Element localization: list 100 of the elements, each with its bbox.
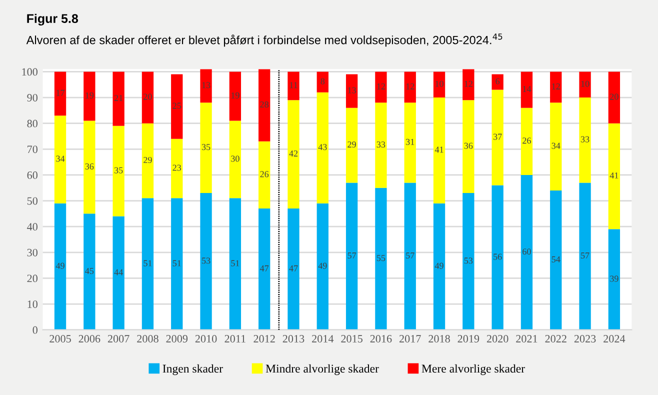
data-label: 36 [85,163,94,170]
bar [316,92,328,204]
y-tick-label: 80 [27,120,38,128]
data-label: 35 [202,144,210,150]
bar [84,214,96,330]
bar [112,126,124,216]
data-label: 33 [376,141,386,148]
x-tick-label: 2007 [108,335,130,343]
bar [171,138,183,198]
data-label: 51 [144,260,152,266]
bar [200,102,212,194]
data-label: 51 [231,260,240,266]
bar [608,72,620,124]
x-tick-label: 2008 [137,335,158,343]
bar [492,74,504,90]
data-label: 34 [56,156,65,162]
data-label: 31 [406,138,414,145]
bar [316,203,328,330]
data-label: 39 [610,276,618,282]
bar [84,72,96,121]
bar [462,100,474,194]
data-label: 47 [260,265,269,272]
bar [229,198,242,330]
y-tick-label: 50 [27,197,38,205]
bar [375,102,387,188]
data-label: 12 [377,83,385,90]
bar [229,120,242,198]
bar [258,69,270,142]
data-label: 17 [56,90,65,96]
data-label: 13 [202,82,210,88]
x-tick-label: 2020 [486,335,508,343]
legend-label: Mere alvorlige skader [422,364,525,376]
bar [142,123,154,198]
data-label: 25 [172,102,182,109]
y-tick-label: 60 [27,171,38,179]
x-tick-label: 2024 [604,335,626,343]
data-label: 19 [231,92,240,98]
bar [346,108,358,183]
data-label: 55 [376,255,386,262]
data-label: 20 [144,94,152,100]
bar [608,123,620,230]
bar [550,102,562,190]
bar [579,98,591,183]
data-label: 49 [434,262,444,269]
x-tick-label: 2023 [574,335,596,343]
bar [288,100,300,209]
bar [229,72,242,121]
data-label: 12 [552,83,560,90]
bar [288,72,300,100]
bar [579,72,591,98]
x-tick-label: 2018 [428,335,450,343]
legend-label: Ingen skader [162,364,223,376]
data-label: 6 [496,78,500,84]
bar [346,74,358,108]
bar [433,98,446,204]
data-label: 11 [290,82,298,88]
x-tick-label: 2014 [312,335,334,343]
y-tick-label: 20 [27,274,38,282]
data-label: 10 [436,80,444,87]
bar [433,203,446,330]
data-label: 34 [552,142,560,149]
data-label: 56 [494,254,502,260]
data-label: 8 [320,78,325,84]
data-label: 54 [552,256,560,262]
chart-subtitle: Alvoren af de skader offeret er blevet påført i forbindelse med voldsepisoden, 2005-2024.$^{45}$ [26,34,502,47]
data-label: 36 [464,142,473,149]
data-label: 57 [406,252,414,259]
x-tick-label: 2011 [224,335,246,343]
data-label: 33 [580,136,590,142]
data-label: 60 [522,248,531,255]
bar [142,72,154,124]
bar [171,198,183,330]
bar [200,193,212,330]
bar [492,185,504,330]
y-tick-label: 30 [27,248,38,256]
data-label: 49 [318,262,327,269]
legend-label: Mindre alvorlige skader [266,364,379,376]
data-label: 35 [114,167,123,174]
bar [142,198,154,330]
data-label: 44 [114,269,123,276]
x-tick-label: 2012 [254,335,275,343]
bar [171,74,183,139]
bar [375,72,387,103]
data-label: 49 [56,262,64,269]
bar [54,72,66,116]
data-label: 26 [522,138,531,144]
bar [404,102,416,183]
bar [608,229,620,330]
data-label: 14 [523,86,532,92]
x-tick-label: 2006 [78,335,100,343]
bar [550,72,562,103]
data-label: 29 [348,141,356,148]
bar [462,193,474,330]
bar [112,72,124,126]
y-tick-label: 10 [28,300,38,308]
y-tick-label: 0 [32,326,38,334]
y-tick-label: 90 [27,94,38,102]
bar [316,72,328,92]
bar [550,190,562,330]
data-label: 51 [172,260,181,266]
